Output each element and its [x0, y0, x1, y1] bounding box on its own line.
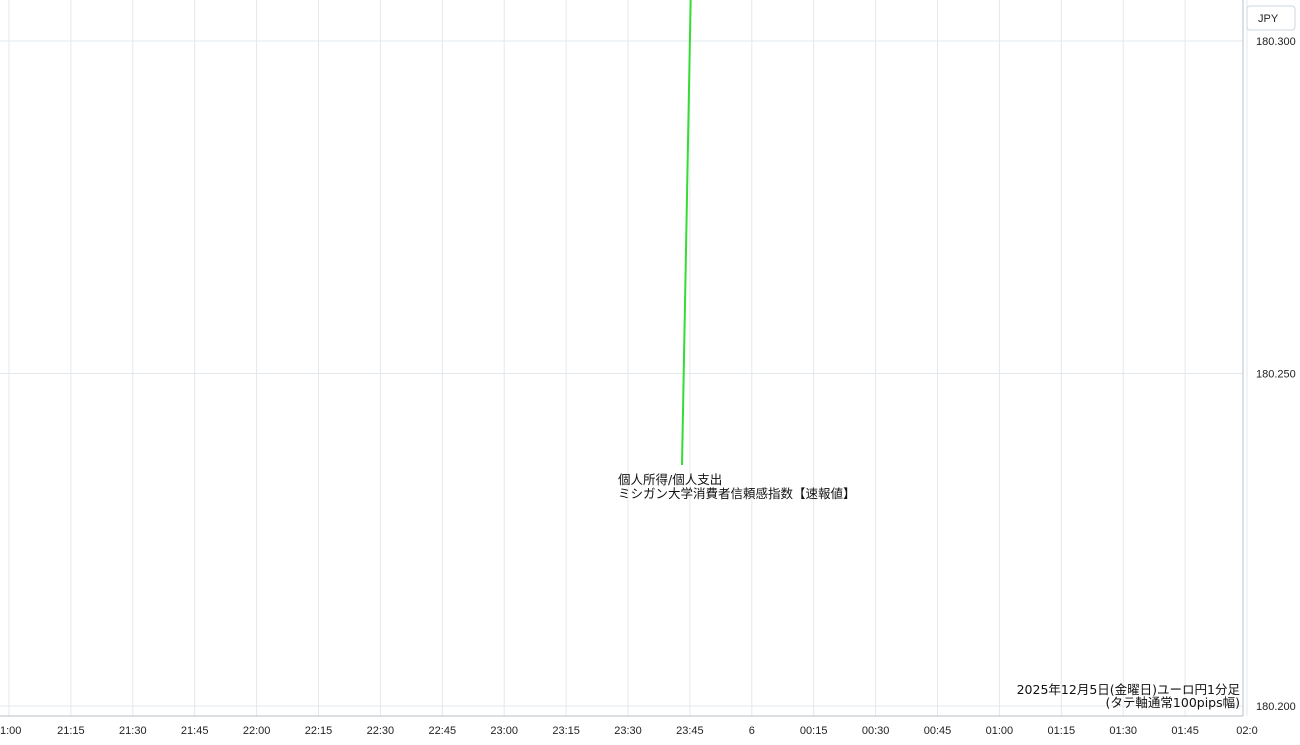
- y-tick-label: 180.250: [1256, 369, 1296, 381]
- x-tick-label: 21:15: [57, 725, 85, 737]
- y-tick-label: 180.200: [1256, 701, 1296, 713]
- x-tick-label: 02:0: [1236, 725, 1257, 737]
- x-tick-label: 22:30: [367, 725, 395, 737]
- x-tick-label: 22:45: [429, 725, 457, 737]
- x-tick-label: 01:45: [1171, 725, 1199, 737]
- chart-footnote-line-2: (タテ軸通常100pips幅): [1106, 695, 1240, 710]
- x-tick-label: 21:45: [181, 725, 209, 737]
- annotation-connector: [681, 0, 692, 466]
- currency-label-box: [1246, 5, 1296, 31]
- currency-label: JPY: [1258, 13, 1279, 25]
- y-tick-label: 180.300: [1256, 36, 1296, 48]
- x-tick-label: 23:00: [490, 725, 518, 737]
- x-tick-label: 01:30: [1109, 725, 1137, 737]
- x-tick-label: 21:30: [119, 725, 147, 737]
- x-tick-label: 01:15: [1048, 725, 1076, 737]
- x-tick-labels: 1:00 21:15 21:30 21:45 22:00 22:15 22:30 22:45 2…: [0, 725, 1258, 737]
- x-tick-label: 22:00: [243, 725, 271, 737]
- y-tick-labels: 181.200181.150181.100181.050181.000180.9…: [1256, 36, 1296, 713]
- chart-footnote-line-1: 2025年12月5日(金曜日)ユーロ円1分足: [1017, 682, 1241, 697]
- x-tick-label: 00:30: [862, 725, 890, 737]
- annotation-line-2: ミシガン大学消費者信頼感指数【速報値】: [618, 486, 856, 501]
- x-tick-label: 23:30: [614, 725, 642, 737]
- annotation-line-1: 個人所得/個人支出: [618, 472, 722, 487]
- x-tick-label: 23:45: [676, 725, 704, 737]
- gridlines: [0, 0, 1248, 716]
- x-tick-label: 01:00: [986, 725, 1014, 737]
- x-tick-label: 23:15: [552, 725, 580, 737]
- x-tick-label: 00:15: [800, 725, 828, 737]
- x-tick-label: 22:15: [305, 725, 333, 737]
- x-tick-label: 00:45: [924, 725, 952, 737]
- x-tick-label: 1:00: [0, 725, 21, 737]
- x-tick-label: 6: [749, 725, 755, 737]
